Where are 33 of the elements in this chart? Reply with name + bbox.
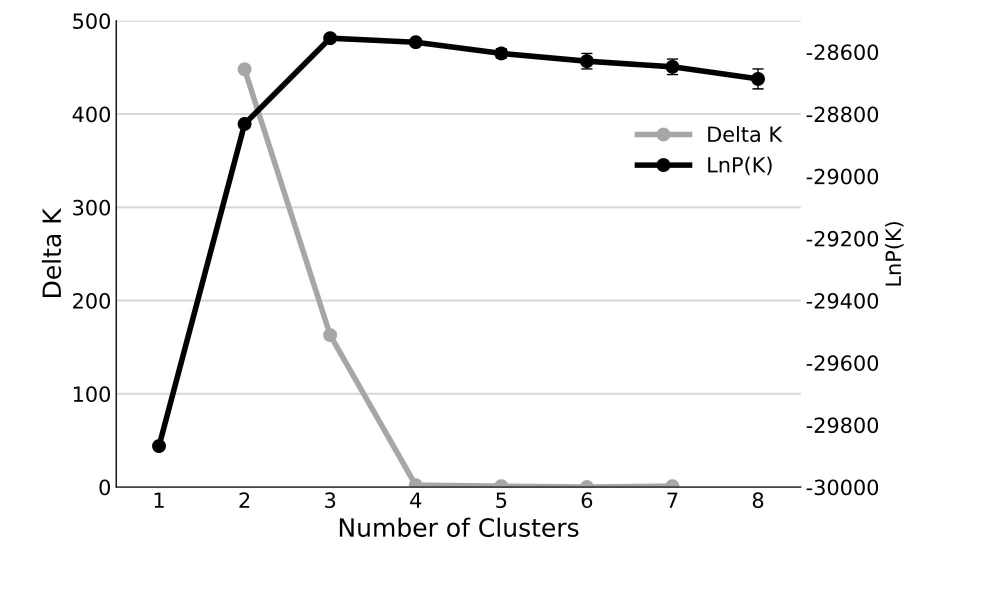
x-tick-label: 1: [154, 492, 164, 508]
y2-tick-label: -29800: [806, 417, 878, 434]
y2-tick-label: -29600: [806, 355, 878, 371]
y2-tick-label: -28800: [806, 106, 878, 122]
x-axis-title: Number of Clusters: [340, 518, 578, 538]
y-tick-label: 0: [99, 480, 110, 496]
x-tick-label: 7: [668, 492, 678, 508]
y-tick-label: 200: [73, 293, 110, 309]
point: [238, 117, 252, 131]
y2-tick-label: -28600: [806, 44, 878, 60]
y2-tick-label: -29000: [806, 168, 878, 184]
x-tick-label: 6: [582, 492, 592, 508]
y-tick-label: 300: [73, 200, 110, 216]
y2-axis-title: LnP(K): [885, 222, 904, 286]
point: [238, 62, 252, 76]
y-tick-label: 500: [73, 13, 110, 29]
legend-label: LnP(K): [708, 156, 772, 176]
x-tick-label: 8: [752, 492, 764, 508]
x-tick-label: 3: [325, 492, 336, 508]
y-tick-label: 100: [74, 386, 110, 402]
y2-tick-label: -29400: [806, 293, 878, 309]
x-tick-label: 4: [410, 492, 422, 508]
y2-tick-label: -29200: [806, 230, 878, 247]
legend-label: Delta K: [708, 126, 782, 142]
x-tick-label: 2: [239, 492, 250, 508]
y2-tick-label: -30000: [806, 480, 878, 496]
y-tick-label: 400: [72, 106, 110, 122]
point: [323, 31, 338, 46]
y-axis-title: Delta K: [42, 208, 62, 297]
point: [408, 35, 423, 50]
point: [152, 439, 166, 453]
x-tick-label: 5: [496, 492, 506, 508]
point: [751, 72, 765, 86]
